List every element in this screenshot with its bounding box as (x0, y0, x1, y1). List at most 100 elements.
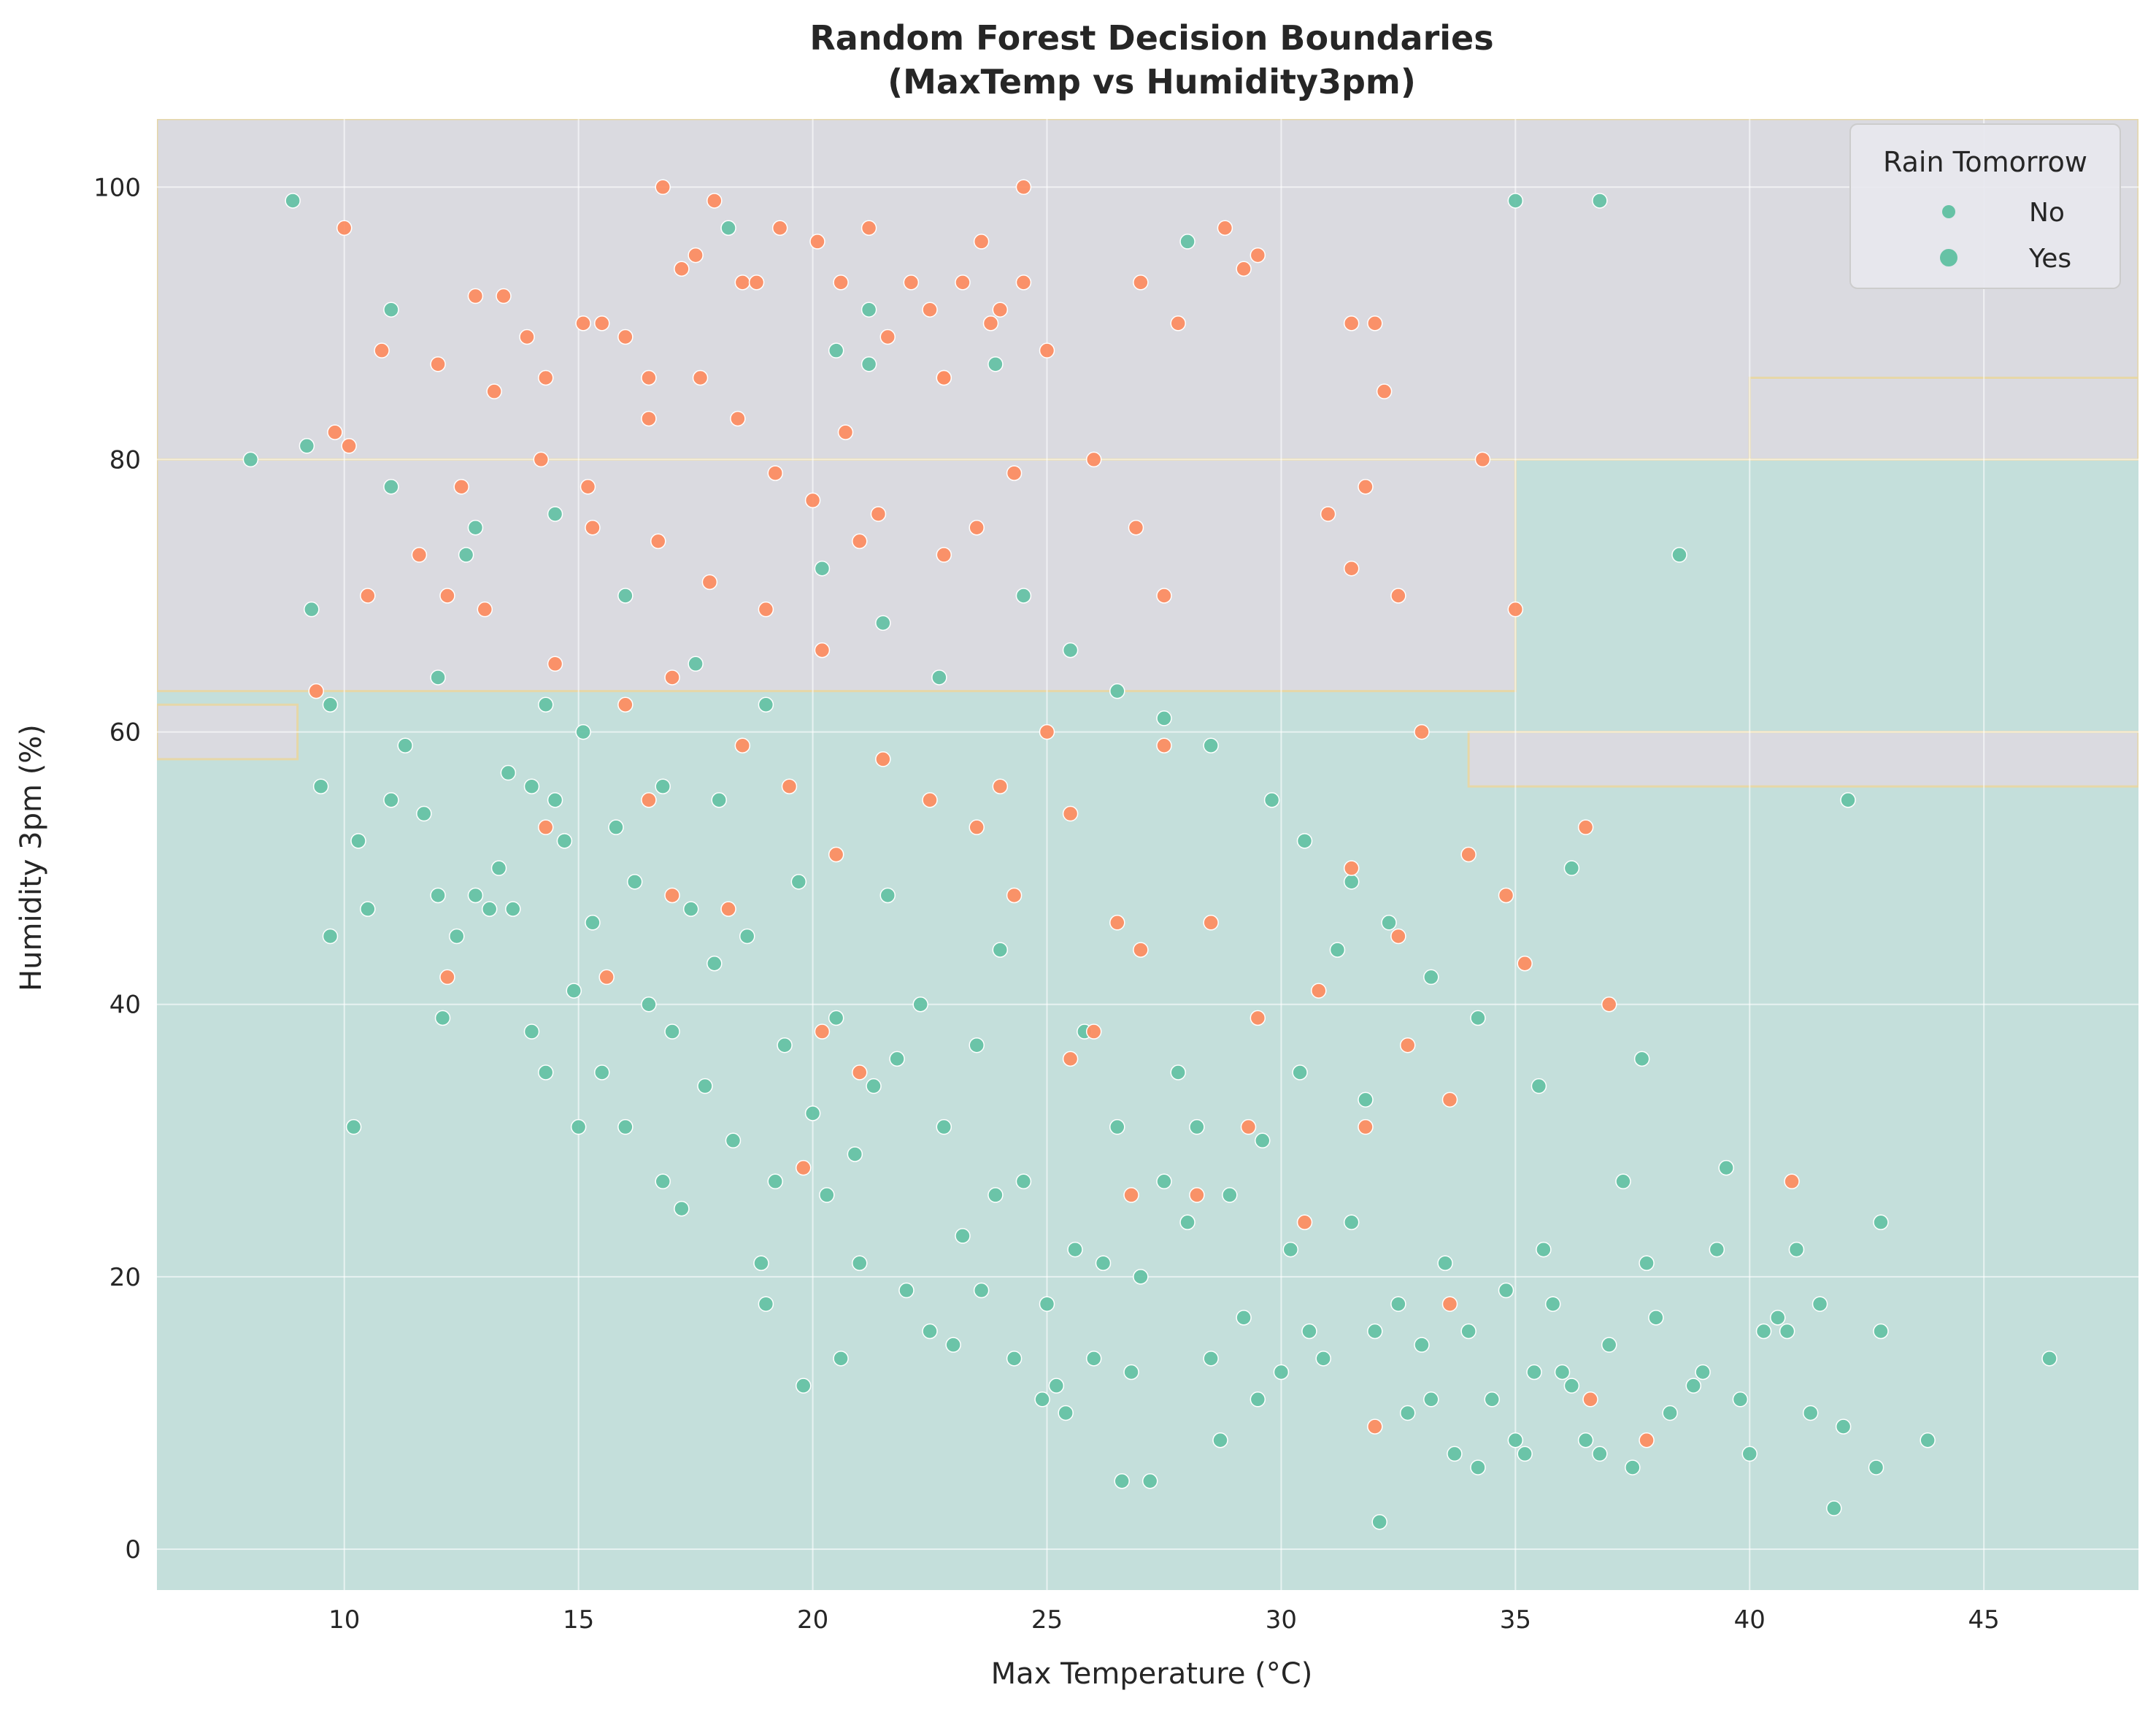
point-no (1315, 1351, 1331, 1367)
point-no (1531, 1078, 1547, 1094)
point-no (2041, 1351, 2057, 1367)
point-no (852, 1255, 868, 1271)
point-no (566, 983, 582, 999)
point-yes (575, 315, 591, 331)
point-no (1423, 969, 1439, 986)
point-yes (936, 369, 952, 386)
point-no (383, 792, 399, 808)
point-no (1371, 1513, 1387, 1530)
point-yes (341, 438, 357, 454)
point-no (360, 901, 376, 917)
point-yes (411, 547, 428, 563)
point-yes (692, 369, 709, 386)
point-yes (1109, 915, 1125, 931)
point-yes (486, 383, 502, 399)
point-no (1236, 1310, 1252, 1326)
point-no (1170, 1064, 1186, 1080)
point-yes (969, 819, 985, 835)
point-yes (1133, 942, 1149, 958)
point-no (1062, 642, 1079, 659)
legend-title: Rain Tomorrow (1883, 146, 2087, 178)
point-no (585, 915, 601, 931)
point-no (828, 1010, 844, 1026)
point-yes (1639, 1432, 1655, 1448)
point-no (1460, 1323, 1477, 1340)
legend-label-yes: Yes (2028, 244, 2071, 274)
point-yes (580, 479, 596, 495)
point-no (1601, 1337, 1617, 1353)
point-no (987, 1187, 1004, 1203)
point-yes (1517, 956, 1533, 972)
point-yes (617, 696, 634, 713)
point-no (458, 547, 474, 563)
point-yes (1217, 220, 1233, 237)
legend-label-no: No (2029, 198, 2065, 228)
point-yes (734, 737, 751, 753)
point-yes (730, 410, 746, 427)
point-no (758, 1296, 774, 1312)
y-tick-label: 20 (109, 1263, 141, 1292)
point-no (1203, 737, 1219, 753)
point-no (1343, 874, 1360, 890)
point-no (304, 601, 320, 618)
point-no (1203, 1351, 1219, 1367)
point-yes (969, 519, 985, 536)
point-yes (767, 465, 783, 481)
point-yes (875, 751, 891, 767)
point-yes (837, 424, 854, 440)
point-no (1498, 1282, 1514, 1299)
point-no (1470, 1459, 1486, 1475)
point-yes (1203, 915, 1219, 931)
point-yes (1170, 315, 1186, 331)
point-no (1381, 915, 1397, 931)
point-no (1536, 1241, 1552, 1258)
point-no (664, 1024, 680, 1040)
point-no (1358, 1091, 1374, 1108)
point-no (992, 942, 1009, 958)
point-yes (1507, 601, 1524, 618)
point-yes (758, 601, 774, 618)
y-tick-label: 0 (125, 1535, 141, 1564)
point-no (688, 656, 704, 672)
point-no (1615, 1173, 1631, 1190)
point-yes (1358, 479, 1374, 495)
point-yes (814, 1024, 831, 1040)
point-no (1563, 1378, 1580, 1394)
point-no (725, 1132, 742, 1149)
point-yes (336, 220, 353, 237)
point-no (674, 1200, 690, 1217)
point-no (1554, 1364, 1571, 1381)
point-yes (327, 424, 343, 440)
region-yes-2 (1748, 376, 2138, 461)
point-no (1873, 1323, 1889, 1340)
point-no (912, 996, 928, 1013)
x-tick-label: 25 (1031, 1605, 1063, 1635)
point-yes (1376, 383, 1393, 399)
point-no (575, 723, 591, 740)
point-no (617, 588, 634, 604)
point-no (1639, 1255, 1655, 1271)
point-no (1114, 1473, 1130, 1489)
point-no (608, 819, 624, 835)
point-no (1709, 1241, 1725, 1258)
point-no (1718, 1159, 1734, 1176)
legend: Rain Tomorrow No Yes (1849, 123, 2121, 289)
point-yes (1015, 179, 1032, 196)
point-no (1255, 1132, 1271, 1149)
point-yes (1236, 261, 1252, 277)
point-no (547, 506, 563, 522)
point-no (500, 764, 517, 781)
point-no (505, 901, 521, 917)
point-yes (828, 846, 844, 863)
point-no (1414, 1337, 1430, 1353)
point-yes (771, 220, 788, 237)
point-yes (439, 969, 455, 986)
point-yes (833, 274, 849, 291)
point-yes (453, 479, 469, 495)
point-yes (1460, 846, 1477, 863)
point-yes (973, 234, 990, 250)
point-yes (594, 315, 610, 331)
point-no (537, 696, 554, 713)
legend-box (1849, 123, 2121, 289)
region-yes-1 (157, 458, 1517, 693)
